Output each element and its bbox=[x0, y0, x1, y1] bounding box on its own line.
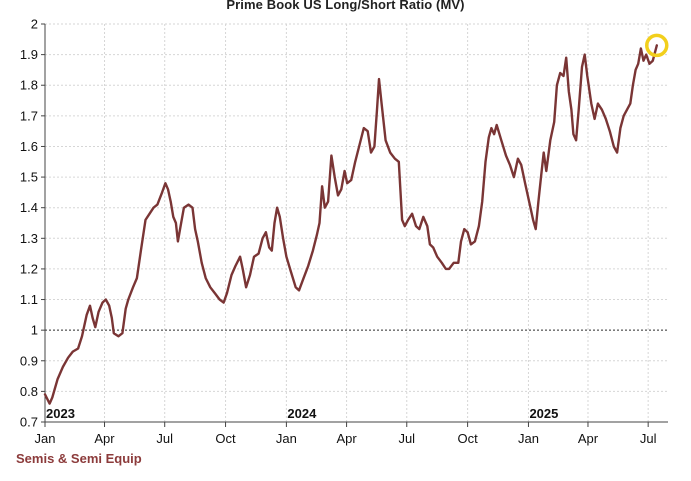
x-tick-label: Jul bbox=[398, 431, 415, 446]
x-tick-label: Jan bbox=[35, 431, 56, 446]
x-tick-label: Jan bbox=[518, 431, 539, 446]
y-tick-label: 0.7 bbox=[20, 415, 38, 430]
x-tick-label: Jul bbox=[640, 431, 657, 446]
grid bbox=[44, 23, 668, 423]
axes: 0.7 0.8 0.9 1 1.1 1.2 1.3 1.4 1.5 1.6 1.7 1.8 1.9 2 Ja… bbox=[20, 17, 668, 446]
x-tick-label: Jan bbox=[276, 431, 297, 446]
x-tick-label: Apr bbox=[336, 431, 357, 446]
y-tick-label: 1 bbox=[31, 323, 38, 338]
y-tick-label: 0.9 bbox=[20, 353, 38, 368]
y-tick-label: 1.8 bbox=[20, 78, 38, 93]
x-tick-label: Jul bbox=[156, 431, 173, 446]
chart-title: Prime Book US Long/Short Ratio (MV) bbox=[226, 0, 465, 12]
y-tick-label: 2 bbox=[31, 17, 38, 32]
y-tick-label: 1.4 bbox=[20, 200, 38, 215]
year-label: 2023 bbox=[46, 406, 75, 421]
highlight-circle bbox=[645, 33, 669, 58]
y-tick-label: 1.3 bbox=[20, 231, 38, 246]
y-tick-label: 1.1 bbox=[20, 292, 38, 307]
series-layer bbox=[43, 44, 658, 405]
y-tick-label: 1.9 bbox=[20, 47, 38, 62]
y-tick-label: 1.7 bbox=[20, 108, 38, 123]
y-tick-label: 0.8 bbox=[20, 384, 38, 399]
x-tick-label: Apr bbox=[94, 431, 115, 446]
x-tick-label: Apr bbox=[578, 431, 599, 446]
x-tick-label: Oct bbox=[215, 431, 236, 446]
x-tick-label: Oct bbox=[457, 431, 478, 446]
year-label: 2025 bbox=[529, 406, 558, 421]
y-tick-label: 1.6 bbox=[20, 139, 38, 154]
highlight-layer bbox=[645, 33, 669, 58]
y-tick-label: 1.5 bbox=[20, 170, 38, 185]
series-line bbox=[43, 44, 658, 405]
series-source-label: Semis & Semi Equip bbox=[16, 451, 142, 466]
y-tick-label: 1.2 bbox=[20, 261, 38, 276]
year-label: 2024 bbox=[287, 406, 317, 421]
